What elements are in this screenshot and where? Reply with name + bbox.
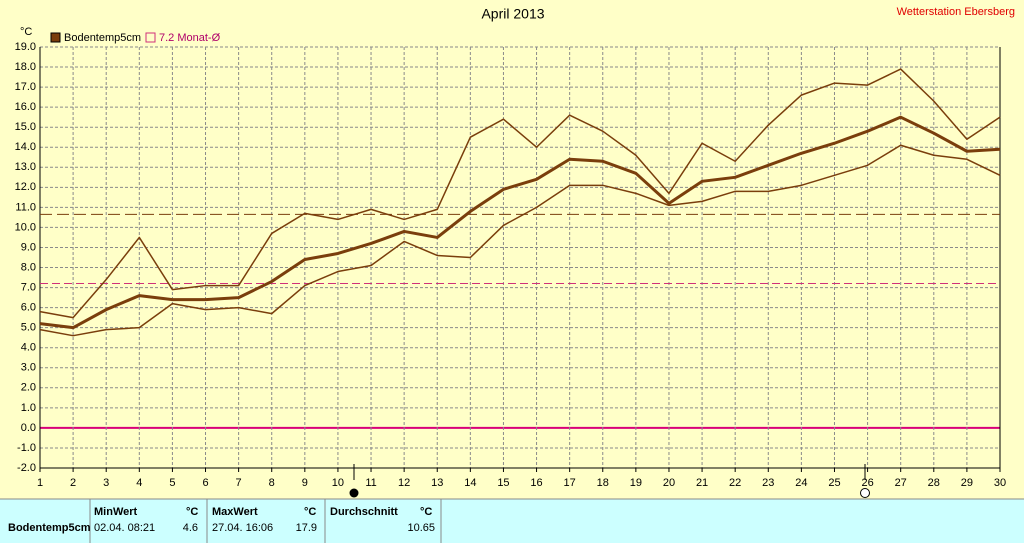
plot-area: -2.0 -1.0 0.0 1.0 2.0 3.0 4.0 5.0 6.0 7.0 8.0 9.0 10… [15, 41, 1007, 489]
table-header: °C [420, 506, 432, 518]
chart-title: April 2013 [481, 6, 544, 22]
table-header: Durchschnitt [330, 506, 398, 518]
y-tick-label: 12.0 [15, 181, 36, 193]
table-cell: 27.04. 16:06 [212, 522, 273, 534]
y-tick-label: 17.0 [15, 81, 36, 93]
x-tick-label: 2 [70, 477, 76, 489]
x-tick-label: 6 [202, 477, 208, 489]
x-tick-label: 5 [169, 477, 175, 489]
x-tick-label: 4 [136, 477, 142, 489]
y-tick-label: 9.0 [21, 241, 36, 253]
y-tick-label: 5.0 [21, 322, 36, 334]
x-tick-label: 25 [828, 477, 840, 489]
y-tick-label: 10.0 [15, 221, 36, 233]
y-tick-label: 15.0 [15, 121, 36, 133]
table-cell: 4.6 [183, 522, 198, 534]
x-tick-label: 10 [332, 477, 344, 489]
x-tick-label: 17 [564, 477, 576, 489]
y-tick-label: 8.0 [21, 261, 36, 273]
series-line [39, 68, 1001, 319]
full-moon-icon [860, 488, 870, 498]
x-tick-label: 22 [729, 477, 741, 489]
y-tick-label: -2.0 [17, 462, 36, 474]
y-tick-label: 1.0 [21, 402, 36, 414]
y-tick-label: 4.0 [21, 342, 36, 354]
legend-swatch [50, 32, 61, 43]
y-tick-label: 13.0 [15, 161, 36, 173]
x-tick-label: 20 [663, 477, 675, 489]
y-tick-label: 3.0 [21, 362, 36, 374]
summary-table: MinWert °C MaxWert °C Durchschnitt °C Bo… [0, 498, 1024, 543]
legend-label: Bodentemp5cm [64, 32, 141, 44]
x-tick-label: 29 [961, 477, 973, 489]
x-tick-label: 13 [431, 477, 443, 489]
x-tick-label: 1 [37, 477, 43, 489]
y-tick-label: 7.0 [21, 281, 36, 293]
table-cell: 02.04. 08:21 [94, 522, 155, 534]
x-tick-label: 14 [464, 477, 476, 489]
y-tick-label: 16.0 [15, 101, 36, 113]
x-tick-label: 3 [103, 477, 109, 489]
x-tick-label: 30 [994, 477, 1006, 489]
legend-label: 7.2 Monat-Ø [159, 32, 221, 44]
series-line [39, 144, 1001, 337]
x-tick-label: 12 [398, 477, 410, 489]
table-header: °C [186, 506, 198, 518]
y-tick-label: 6.0 [21, 302, 36, 314]
x-tick-label: 18 [597, 477, 609, 489]
x-tick-label: 24 [795, 477, 807, 489]
table-row-label: Bodentemp5cm [8, 522, 91, 534]
legend-swatch [145, 32, 156, 43]
x-tick-label: 23 [762, 477, 774, 489]
y-tick-label: 19.0 [15, 41, 36, 53]
y-unit: °C [20, 26, 32, 38]
x-tick-label: 8 [269, 477, 275, 489]
table-header: MinWert [94, 506, 138, 518]
x-tick-label: 9 [302, 477, 308, 489]
x-tick-label: 16 [530, 477, 542, 489]
x-tick-label: 7 [236, 477, 242, 489]
x-tick-label: 19 [630, 477, 642, 489]
x-tick-label: 28 [928, 477, 940, 489]
table-cell: 10.65 [407, 522, 435, 534]
y-tick-label: 14.0 [15, 141, 36, 153]
y-tick-label: 11.0 [15, 201, 36, 213]
x-tick-label: 11 [365, 477, 376, 489]
table-cell: 17.9 [296, 522, 317, 534]
x-tick-label: 15 [497, 477, 509, 489]
table-header: MaxWert [212, 506, 258, 518]
new-moon-icon [349, 488, 359, 498]
y-tick-label: 2.0 [21, 382, 36, 394]
y-tick-label: 0.0 [21, 422, 36, 434]
x-tick-label: 26 [861, 477, 873, 489]
x-tick-label: 27 [895, 477, 907, 489]
series-line [39, 115, 1001, 330]
x-tick-label: 21 [696, 477, 708, 489]
y-tick-label: 18.0 [15, 61, 36, 73]
y-tick-label: -1.0 [17, 442, 36, 454]
station-name: Wetterstation Ebersberg [897, 6, 1015, 18]
table-background [0, 499, 1024, 543]
table-header: °C [304, 506, 316, 518]
